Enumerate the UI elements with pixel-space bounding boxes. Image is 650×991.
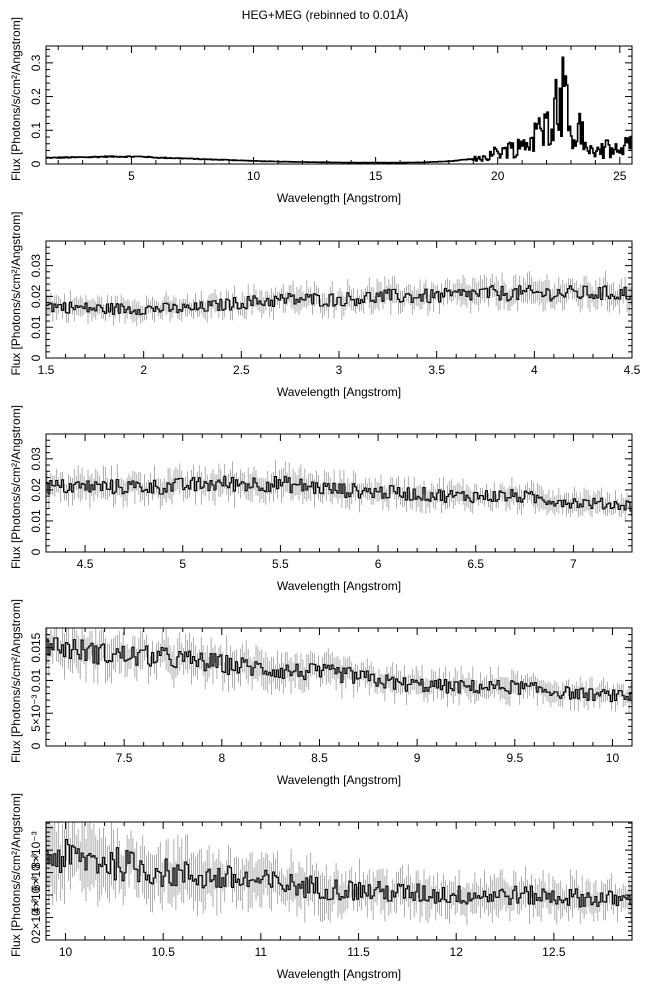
x-tick-label: 7 [570,557,577,571]
x-tick-label: 7.5 [116,751,133,765]
x-tick-label: 9.5 [506,751,523,765]
x-tick-label: 3.5 [428,363,445,377]
x-tick-label: 10 [247,169,261,183]
plot-frame [45,627,633,747]
chart-title: HEG+MEG (rebinned to 0.01Å) [241,8,409,22]
y-tick-label: 5×10⁻³ [29,695,43,732]
x-tick-label: 2.5 [233,363,250,377]
y-tick-label: 0.015 [29,632,43,662]
x-tick-label: 11.5 [347,945,370,959]
x-tick-label: 12 [450,945,464,959]
data-line [46,475,632,512]
y-tick-label: 0 [29,548,43,555]
y-axis-label: Flux [Photons/s/cm²/Angstrom] [9,211,23,375]
chart-panel-5: 10 10.5 11 11.5 12 12.5 02×10⁻³4×10⁻³6×10⁻³8×1… [9,793,633,981]
x-tick-label: 8 [218,751,225,765]
plot-frame [45,821,633,941]
y-tick-label: 4×10⁻³ [29,876,43,913]
y-tick-label: 0.1 [29,122,43,139]
y-tick-label: 0.03 [29,254,43,278]
x-tick-label: 20 [491,169,505,183]
plot-frame [45,45,633,165]
x-tick-label: 5.5 [272,557,289,571]
y-tick-label: 0.01 [29,509,43,533]
x-tick-label: 15 [369,169,383,183]
x-tick-label: 4 [531,363,538,377]
x-axis-label: Wavelength [Angstrom] [277,191,401,205]
y-tick-label: 0 [29,354,43,361]
y-tick-label: 0.3 [29,54,43,71]
y-tick-label: 6×10⁻³ [29,854,43,891]
y-tick-label: 0.03 [29,447,43,471]
chart-panel-3: 4.5 5 5.5 6 6.5 7 0 0.01 0.02 0.03 Wavelength [Ang… [9,405,633,593]
chart-panel-4: 7.5 8 8.5 9 9.5 10 0 5×10⁻³ 0.01 0.015 Wavelength … [9,599,633,787]
data-line [46,285,632,316]
chart-panel-1: 5 10 15 20 25 0 0.1 0.2 0.3 Wavelength [Angstrom]… [9,17,633,205]
x-tick-label: 10 [606,751,620,765]
x-tick-label: 5 [179,557,186,571]
x-tick-label: 5 [128,169,135,183]
data-line [46,56,632,164]
y-tick-label: 0.01 [29,315,43,339]
x-tick-label: 8.5 [311,751,328,765]
data-series [46,628,632,713]
x-tick-label: 10 [59,945,73,959]
data-line [46,637,632,703]
y-tick-label: 2×10⁻³ [29,899,43,936]
y-tick-label: 0 [29,936,43,943]
x-axis-label: Wavelength [Angstrom] [277,385,401,399]
data-series [46,56,632,164]
data-series [46,270,632,327]
y-axis-label: Flux [Photons/s/cm²/Angstrom] [9,405,23,569]
x-tick-label: 6.5 [467,557,484,571]
x-tick-label: 9 [414,751,421,765]
x-tick-label: 4.5 [77,557,94,571]
x-tick-label: 3 [336,363,343,377]
x-tick-label: 10.5 [152,945,176,959]
x-tick-label: 4.5 [624,363,641,377]
y-tick-label: 0.02 [29,284,43,308]
data-series [46,459,632,522]
error-bars [46,270,632,327]
y-tick-label: 0.02 [29,478,43,502]
x-tick-label: 11 [255,945,268,959]
x-tick-label: 2 [140,363,147,377]
x-axis-label: Wavelength [Angstrom] [277,773,401,787]
x-tick-label: 12.5 [542,945,566,959]
y-tick-label: 8×10⁻³ [29,831,43,868]
data-line [46,839,632,908]
chart-panel-2: 1.5 2 2.5 3 3.5 4 4.5 0 0.01 0.02 0.03 Wavelength [… [9,211,641,399]
y-tick-label: 0 [29,160,43,167]
y-axis-label: Flux [Photons/s/cm²/Angstrom] [9,17,23,181]
x-tick-label: 1.5 [38,363,55,377]
x-tick-label: 25 [613,169,627,183]
y-axis-label: Flux [Photons/s/cm²/Angstrom] [9,599,23,763]
y-axis-label: Flux [Photons/s/cm²/Angstrom] [9,793,23,957]
plot-frame [45,240,633,359]
y-tick-label: 0 [29,742,43,749]
x-axis-label: Wavelength [Angstrom] [277,967,401,981]
y-tick-label: 0.2 [29,88,43,105]
y-tick-label: 0.01 [29,668,43,692]
data-series [46,822,632,926]
x-tick-label: 6 [375,557,382,571]
x-axis-label: Wavelength [Angstrom] [277,579,401,593]
